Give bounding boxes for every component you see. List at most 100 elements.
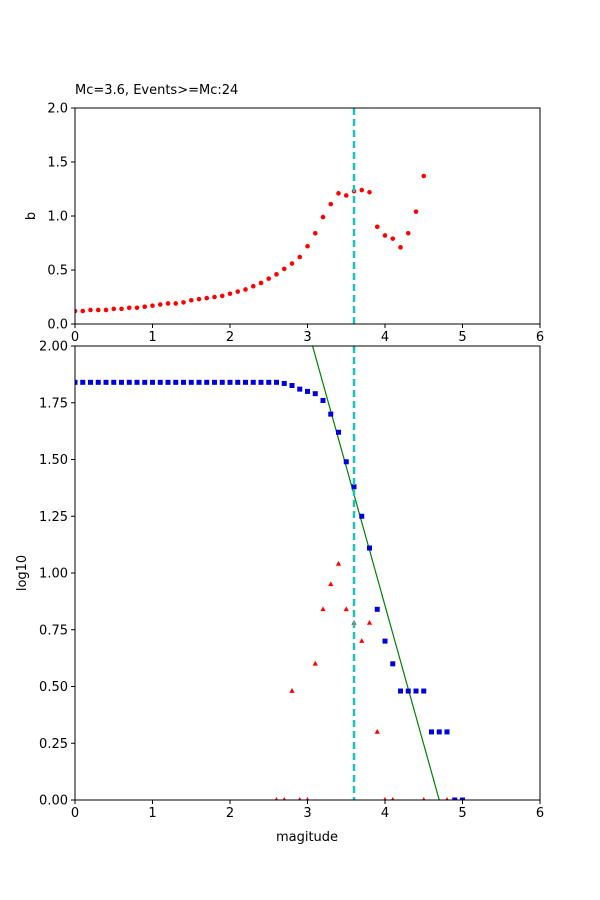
cumulative-count-point (243, 379, 248, 385)
y-axis-label: log10 (15, 555, 30, 591)
cumulative-count-point (219, 379, 225, 385)
frequency-magnitude-plot-area: 0 1 2 3 4 5 6 0.00 0.25 0.50 0.75 1.00 1.25 1.50 1.75 2… (39, 340, 544, 822)
cumulative-count-point (351, 484, 357, 490)
b-value-point (165, 301, 171, 306)
cumulative-count-point (80, 379, 86, 385)
b-value-point (305, 243, 310, 249)
b-value-point (413, 209, 419, 214)
cumulative-count-point (88, 379, 93, 385)
cumulative-count-point (134, 379, 140, 385)
noncumulative-count-point (383, 797, 387, 800)
noncumulative-count-point (274, 797, 279, 800)
b-value-point (111, 306, 117, 312)
cumulative-count-point (173, 379, 179, 385)
cumulative-count-point (150, 379, 155, 385)
cumulative-count-point (119, 379, 124, 385)
x-tick-label: 2 (226, 806, 234, 821)
b-value-point (119, 306, 124, 312)
cumulative-count-point (181, 379, 186, 385)
noncumulative-count-point (289, 688, 295, 693)
cumulative-count-point (328, 411, 334, 417)
cumulative-count-point (258, 379, 264, 385)
b-value-point (258, 280, 264, 286)
x-tick-label: 1 (148, 806, 156, 821)
y-tick-label: 1.50 (39, 453, 68, 468)
b-value-point (266, 276, 272, 281)
cumulative-count-point (359, 513, 365, 519)
b-value-point (212, 294, 217, 300)
cumulative-count-point (75, 379, 78, 385)
b-value-point (196, 296, 202, 302)
x-tick-label: 3 (303, 330, 311, 345)
b-value-point (359, 187, 365, 193)
y-tick-label: 0.0 (47, 318, 68, 333)
noncumulative-count-point (320, 606, 326, 612)
b-value-point (103, 307, 109, 313)
x-tick-label: 3 (303, 806, 311, 821)
b-value-point (398, 245, 403, 250)
cumulative-count-point (165, 379, 171, 385)
y-axis-label: b (24, 212, 39, 220)
y-tick-label: 0.50 (39, 680, 68, 695)
cumulative-count-point (111, 379, 117, 385)
b-value-point (243, 287, 248, 292)
cumulative-count-point (274, 379, 279, 385)
b-value-point (289, 261, 295, 266)
cumulative-count-point (212, 379, 217, 385)
x-tick-label: 1 (148, 330, 156, 345)
b-value-point (250, 283, 256, 289)
b-value-point (297, 254, 303, 260)
noncumulative-count-point (445, 797, 449, 800)
x-tick-label: 0 (71, 330, 79, 345)
plot-marks (75, 346, 465, 800)
x-tick-label: 5 (458, 806, 466, 821)
noncumulative-count-point (391, 797, 395, 800)
cumulative-count-point (157, 379, 163, 385)
cumulative-count-point (204, 379, 210, 385)
noncumulative-count-point (282, 797, 286, 800)
y-tick-label: 0.75 (39, 623, 68, 638)
b-value-point (188, 297, 194, 303)
cumulative-count-point (126, 379, 132, 385)
fit-line (311, 346, 440, 800)
cumulative-count-point (390, 661, 396, 667)
b-value-point (227, 291, 233, 297)
panel-title: Mc=3.6, Events>=Mc:24 (75, 83, 238, 98)
b-value-point (274, 272, 279, 277)
b-value-point (405, 230, 411, 236)
cumulative-count-point (336, 429, 341, 435)
b-value-point (320, 214, 326, 220)
cumulative-count-point (367, 545, 372, 551)
y-tick-label: 1.25 (39, 510, 68, 525)
x-tick-label: 4 (381, 330, 389, 345)
b-value-point (367, 189, 372, 195)
cumulative-count-point (382, 638, 388, 644)
cumulative-count-point (103, 379, 109, 385)
b-value-point (390, 236, 396, 241)
b-value-point (126, 305, 132, 311)
b-value-point (157, 302, 163, 307)
cumulative-count-point (312, 391, 318, 397)
cumulative-count-point (320, 397, 326, 403)
y-tick-label: 0.25 (39, 737, 68, 752)
cumulative-count-point (297, 386, 303, 392)
x-tick-label: 2 (226, 330, 234, 345)
cumulative-count-point (289, 382, 295, 388)
cumulative-count-point (227, 379, 233, 385)
b-value-point (95, 307, 101, 313)
b-value-point (88, 307, 93, 313)
noncumulative-count-point (374, 728, 380, 734)
cumulative-count-point (444, 729, 450, 735)
plot-marks (75, 173, 427, 314)
x-tick-label: 4 (381, 806, 389, 821)
x-tick-label: 6 (536, 806, 544, 821)
cumulative-count-point (196, 379, 202, 385)
b-value-point (421, 173, 427, 179)
noncumulative-count-point (312, 660, 318, 666)
cumulative-count-point (421, 688, 427, 694)
y-tick-label: 1.5 (47, 156, 68, 171)
noncumulative-count-point (298, 797, 302, 800)
frequency-magnitude-panel: log10 magitude 0 1 2 3 4 5 6 0.00 0.25 0.50 0.75 1.… (15, 340, 544, 846)
b-value-point (219, 293, 225, 299)
